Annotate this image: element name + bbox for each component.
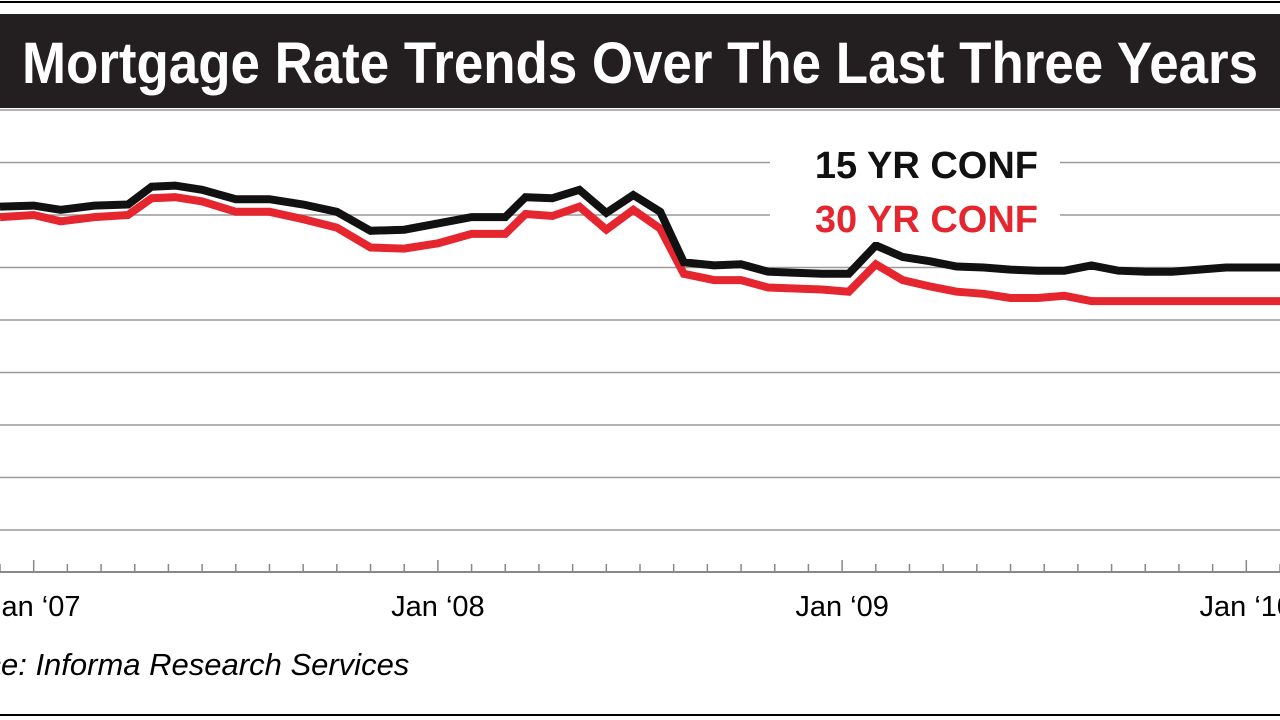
title-bar: [0, 14, 1280, 108]
x-ticks: [0, 560, 1280, 572]
x-tick-labels: Jan ‘07 Jan ‘08 Jan ‘09 Jan ‘10: [0, 591, 1280, 623]
x-tick-label: Jan ‘07: [0, 591, 80, 623]
legend-backing: [770, 198, 1060, 242]
source-note: Source: Informa Research Services: [0, 647, 409, 682]
legend-label-30-yr-conf: 30 YR CONF: [815, 199, 1038, 241]
series-line-15-yr-conf: [0, 181, 1280, 278]
legend: 15 YR CONF 30 YR CONF: [770, 144, 1060, 242]
legend-backing: [770, 144, 1060, 188]
x-tick-label: Jan ‘09: [795, 591, 889, 623]
gridlines: [0, 109, 1280, 531]
chart-title: Mortgage Rate Trends Over The Last Three…: [22, 31, 1258, 96]
series-group: [0, 181, 1280, 306]
x-tick-label: Jan ‘08: [391, 591, 485, 623]
series-line-30-yr-conf: [0, 193, 1280, 306]
x-tick-label: Jan ‘10: [1200, 591, 1280, 623]
legend-label-15-yr-conf: 15 YR CONF: [815, 145, 1038, 187]
